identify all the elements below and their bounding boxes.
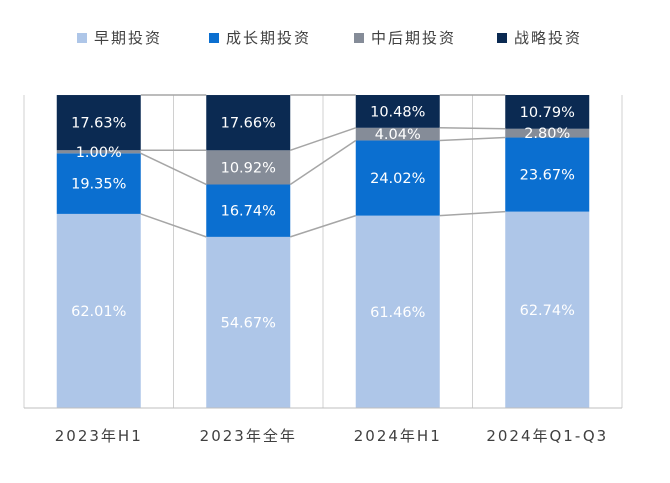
bar-2024-h1-series-0 [355, 215, 440, 408]
bar-2023-h1-series-2 [56, 150, 141, 154]
connector-series-1-0 [140, 152, 207, 186]
data-label-2024-h1-series-3: 10.48% [370, 104, 425, 120]
data-label-2023-h1-series-0: 62.01% [71, 304, 126, 320]
data-labels: 62.01% 19.35% 1.00% 17.63% 54.67% 16.74% 10.92… [71, 104, 575, 331]
data-label-2024-q1-q3-series-0: 62.74% [520, 303, 575, 319]
connector-series-0-0 [140, 213, 207, 238]
bar-2023-h1-series-3 [56, 95, 141, 151]
bar-2024-h1-series-1 [355, 140, 440, 216]
legend-label-1: 成长期投资 [226, 29, 311, 47]
bars [56, 95, 590, 408]
data-label-2024-h1-series-1: 24.02% [370, 171, 425, 187]
connector-series-2-1 [290, 127, 356, 152]
connector-series-1-1 [289, 139, 357, 186]
bar-2024-q1-q3-series-3 [505, 95, 590, 129]
category-separators [23, 95, 623, 408]
category-labels: 2023年H1 2023年全年 2024年H1 2024年Q1-Q3 [55, 427, 608, 445]
data-label-2024-q1-q3-series-2: 2.80% [524, 126, 570, 142]
data-label-2023-h1-series-1: 19.35% [71, 177, 126, 193]
series-connector-lines [140, 94, 506, 238]
data-label-2024-h1-series-2: 4.04% [375, 127, 421, 143]
bar-2024-h1-series-3 [355, 95, 440, 128]
connector-series-1-2 [439, 136, 506, 142]
legend-swatch-1 [209, 33, 219, 43]
bar-2024-q1-q3-series-1 [505, 137, 590, 212]
bar-2023-series-3 [206, 95, 291, 151]
bar-2023-series-2 [206, 150, 291, 185]
category-label-2024-q1-q3: 2024年Q1-Q3 [486, 427, 608, 445]
connector-series-2-2 [439, 127, 506, 130]
data-label-2023-h1-series-2: 1.00% [76, 145, 122, 161]
bar-2023-h1-series-1 [56, 153, 141, 214]
bar-2024-h1-series-2 [355, 127, 440, 141]
data-label-2024-h1-series-0: 61.46% [370, 305, 425, 321]
category-label-2024-h1: 2024年H1 [354, 427, 442, 445]
legend: 早期投资 成长期投资 中后期投资 战略投资 [77, 29, 582, 47]
data-label-2023-series-0: 54.67% [221, 315, 276, 331]
legend-swatch-2 [354, 33, 364, 43]
data-label-2024-q1-q3-series-3: 10.79% [520, 105, 575, 121]
data-label-2023-series-2: 10.92% [221, 160, 276, 176]
legend-swatch-0 [77, 33, 87, 43]
category-label-2023-h1: 2023年H1 [55, 427, 143, 445]
bar-2024-q1-q3-series-0 [505, 211, 590, 408]
bar-2023-h1-series-0 [56, 213, 141, 408]
legend-label-0: 早期投资 [94, 29, 162, 47]
legend-label-3: 战略投资 [514, 29, 582, 47]
data-label-2023-series-1: 16.74% [221, 204, 276, 220]
bar-2023-series-0 [206, 236, 291, 408]
legend-label-2: 中后期投资 [371, 29, 456, 47]
data-label-2023-series-3: 17.66% [221, 116, 276, 132]
plot-area: 62.01% 19.35% 1.00% 17.63% 54.67% 16.74% 10.92… [23, 94, 623, 409]
legend-swatch-3 [497, 33, 507, 43]
connector-series-0-1 [290, 214, 356, 238]
data-label-2023-h1-series-3: 17.63% [71, 116, 126, 132]
bar-2024-q1-q3-series-2 [505, 128, 590, 138]
connector-series-0-2 [439, 210, 506, 217]
bar-2023-series-1 [206, 184, 291, 237]
data-label-2024-q1-q3-series-1: 23.67% [520, 168, 575, 184]
category-label-2023: 2023年全年 [200, 427, 297, 445]
